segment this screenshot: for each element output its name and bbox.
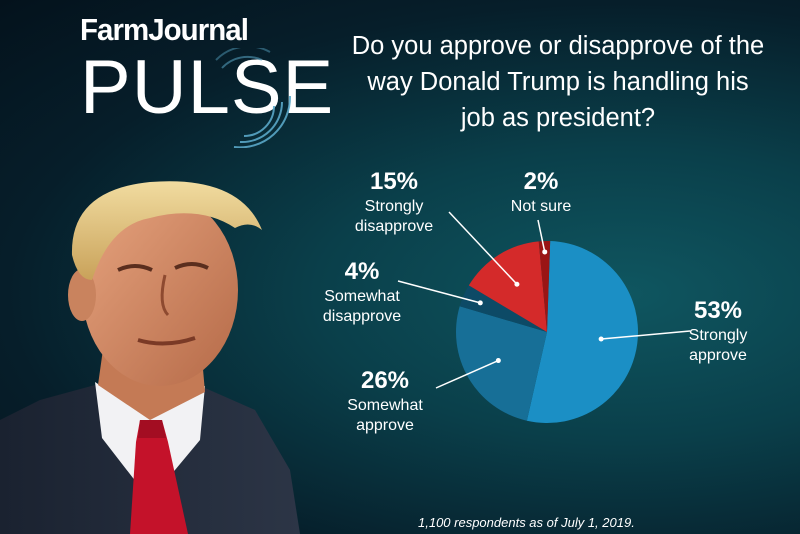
pie-slice-somewhat-disapprove [459,285,547,332]
slice-percent-label: 2% [524,168,559,195]
pie-slice-somewhat-approve [455,306,547,421]
pie-slices [455,241,638,423]
slice-category-label: Somewhat [324,288,400,305]
leader-dot [598,336,604,342]
respondents-footnote: 1,100 respondents as of July 1, 2019. [418,515,635,530]
pie-slice-not-sure [538,241,551,332]
logo-brand-bottom: PULSE [80,45,335,130]
pie-leader-lines [397,211,691,389]
leader-line [397,280,481,304]
pie-slice-strongly-disapprove [468,241,547,332]
leader-line [537,219,546,253]
slice-category-label: disapprove [323,308,401,325]
farm-journal-pulse-logo: FarmJournal PULSE [80,12,333,148]
slice-percent-label: 15% [370,168,418,195]
slice-category-label: Strongly [365,198,424,215]
slice-category-label: Not sure [511,198,572,215]
leader-line [601,330,691,340]
president-photo [0,181,300,534]
pie-slice-strongly-approve [526,241,638,423]
slice-percent-label: 53% [694,297,742,324]
leader-dot [477,300,483,306]
slice-category-label: Somewhat [347,397,423,414]
slice-category-label: approve [689,347,747,364]
slice-category-label: Strongly [689,327,748,344]
leader-dot [495,358,501,364]
slice-percent-label: 26% [361,367,409,394]
leader-dot [542,249,548,255]
slice-category-label: approve [356,417,414,434]
slice-category-label: disapprove [355,218,433,235]
leader-line [435,359,499,389]
leader-dot [514,281,520,287]
leader-line [448,211,518,285]
slice-percent-label: 4% [345,258,380,285]
pulse-waves-icon [215,48,292,148]
logo-brand-top: FarmJournal [80,12,249,47]
survey-question: Do you approve or disapprove of the way … [351,32,765,132]
pie-labels: 53% Strongly approve 26% Somewhat approve 4% So… [323,168,747,434]
